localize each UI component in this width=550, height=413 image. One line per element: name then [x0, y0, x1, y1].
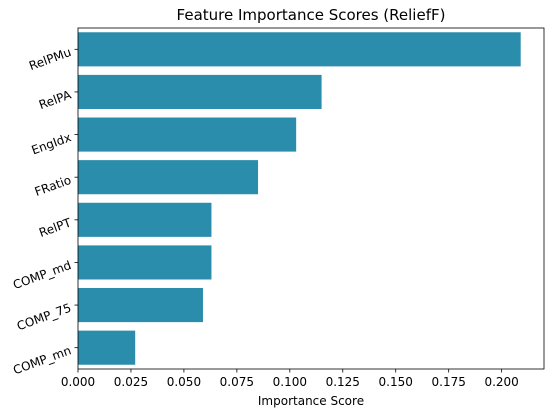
y-tick-label: FRatio [33, 173, 73, 199]
plot-frame [77, 27, 545, 370]
x-axis-label: Importance Score [258, 394, 364, 408]
chart-title: Feature Importance Scores (ReliefF) [177, 6, 446, 24]
y-axis-ticks: RelPMu RelPA EngIdx FRatio RelPT COMP_md COMP_… [11, 45, 78, 377]
bars-group [78, 32, 521, 365]
bar-comp-75 [78, 288, 203, 323]
y-tick-label: RelPMu [27, 45, 73, 73]
bar-relpt [78, 202, 212, 237]
x-tick-label: 0.075 [220, 375, 254, 389]
x-tick-label: 0.125 [326, 375, 360, 389]
y-tick-label: COMP_mn [11, 343, 73, 377]
bar-comp-mn [78, 330, 136, 365]
x-tick-label: 0.150 [379, 375, 413, 389]
x-tick-label: 0.100 [273, 375, 307, 389]
y-tick-label: EngIdx [30, 130, 73, 157]
y-tick-label: RelPT [37, 215, 74, 240]
x-tick-label: 0.025 [114, 375, 148, 389]
bar-engidx [78, 117, 297, 152]
x-axis-ticks: 0.000 0.025 0.050 0.075 0.100 0.125 0.150 0.175… [61, 369, 519, 389]
bar-relpmu [78, 32, 521, 67]
x-tick-label: 0.200 [484, 375, 518, 389]
bar-relpa [78, 74, 322, 109]
x-tick-label: 0.000 [61, 375, 95, 389]
x-tick-label: 0.175 [432, 375, 466, 389]
bar-fratio [78, 160, 259, 195]
y-tick-label: COMP_75 [15, 301, 73, 334]
bar-comp-md [78, 245, 212, 280]
y-tick-label: RelPA [37, 87, 74, 112]
x-tick-label: 0.050 [167, 375, 201, 389]
y-tick-label: COMP_md [11, 258, 73, 292]
